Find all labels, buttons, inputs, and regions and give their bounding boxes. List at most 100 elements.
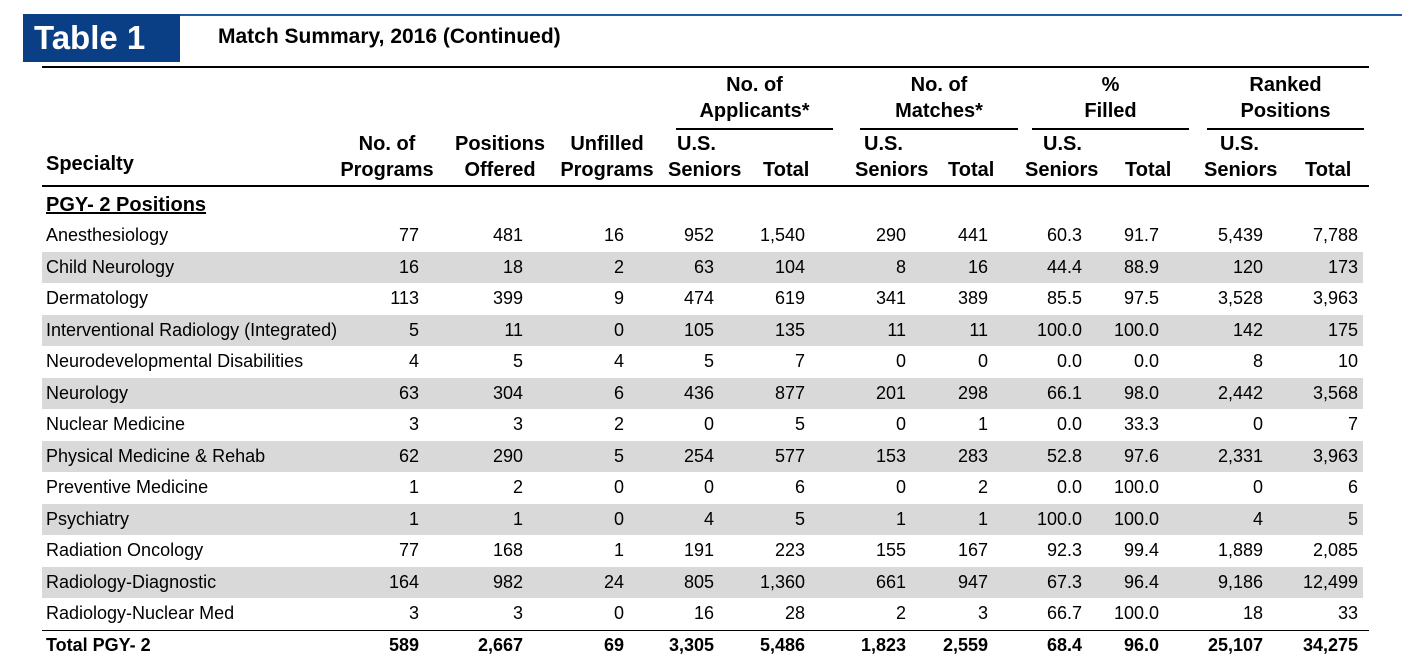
specialty-name: Radiology-Nuclear Med: [46, 603, 235, 623]
cell-matches-total: 441: [957, 225, 988, 245]
cell-matches-us-seniors: 341: [875, 288, 906, 308]
cell-positions-offered: 1: [512, 509, 523, 529]
cell-applicants-total: 577: [774, 446, 805, 466]
specialty-name: Neurology: [46, 383, 129, 403]
specialty-name: Child Neurology: [46, 257, 175, 277]
specialty-name: Anesthesiology: [46, 225, 169, 245]
cell-programs: 5: [408, 320, 419, 340]
table-row: Anesthesiology 77 481 16 952 1,540 290 441 60.3 9…: [42, 220, 1363, 251]
cell-matches-total: 1: [977, 509, 988, 529]
table-badge: Table 1: [23, 14, 180, 62]
section-label: PGY- 2 Positions: [46, 194, 207, 216]
cell-filled-us-seniors: 66.1: [1046, 383, 1082, 403]
cell-programs: 63: [398, 383, 419, 403]
cell-filled-total: 100.0: [1113, 509, 1159, 529]
cell-unfilled-programs: 9: [613, 288, 624, 308]
cell-ranked-total: 10: [1337, 351, 1358, 371]
specialty-name: Neurodevelopmental Disabilities: [46, 351, 304, 371]
cell-matches-total: 0: [977, 351, 988, 371]
cell-matches-us-seniors: 1,823: [860, 635, 906, 655]
cell-filled-total: 96.0: [1123, 635, 1159, 655]
cell-filled-us-seniors: 100.0: [1036, 509, 1082, 529]
filled-group-rule: [1032, 128, 1189, 130]
cell-ranked-us-seniors: 18: [1242, 603, 1263, 623]
cell-positions-offered: 290: [492, 446, 523, 466]
cell-matches-us-seniors: 290: [875, 225, 906, 245]
header-ranked-us-seniors: U.S. Seniors: [1204, 133, 1278, 181]
page-title: Match Summary, 2016 (Continued): [218, 25, 561, 48]
header-ranked-group: Ranked Positions: [1240, 74, 1331, 122]
cell-matches-us-seniors: 153: [875, 446, 906, 466]
cell-programs: 1: [408, 477, 419, 497]
cell-programs: 77: [398, 540, 419, 560]
cell-positions-offered: 3: [512, 414, 523, 434]
cell-positions-offered: 168: [492, 540, 523, 560]
specialty-name: Radiology-Diagnostic: [46, 572, 217, 592]
cell-applicants-total: 619: [774, 288, 805, 308]
cell-applicants-us-seniors: 4: [703, 509, 714, 529]
table-row: Radiation Oncology 77 168 1 191 223 155 167 92.3…: [42, 535, 1363, 566]
cell-matches-total: 2,559: [942, 635, 988, 655]
cell-matches-total: 167: [957, 540, 988, 560]
table-row: Psychiatry 1 1 0 4 5 1 1 100.0 100.0 4 5: [42, 504, 1363, 535]
header-matches-group: No. of Matches*: [895, 74, 983, 122]
header-applicants-group: No. of Applicants*: [699, 74, 810, 122]
header-unfilled-programs: Unfilled Programs: [560, 133, 654, 181]
cell-filled-us-seniors: 0.0: [1056, 414, 1082, 434]
specialty-name: Dermatology: [46, 288, 149, 308]
table-row: Radiology-Nuclear Med 3 3 0 16 28 2 3 66.7 100.0 1…: [42, 598, 1363, 629]
header-bottom-rule: [42, 185, 1369, 187]
cell-matches-us-seniors: 1: [895, 509, 906, 529]
cell-ranked-total: 3,568: [1312, 383, 1358, 403]
cell-ranked-us-seniors: 5,439: [1217, 225, 1263, 245]
specialty-name: Preventive Medicine: [46, 477, 209, 497]
cell-unfilled-programs: 0: [613, 603, 624, 623]
specialty-name: Interventional Radiology (Integrated): [46, 320, 338, 340]
cell-unfilled-programs: 2: [613, 414, 624, 434]
cell-programs: 62: [398, 446, 419, 466]
cell-applicants-us-seniors: 3,305: [668, 635, 714, 655]
cell-filled-total: 33.3: [1123, 414, 1159, 434]
cell-filled-us-seniors: 100.0: [1036, 320, 1082, 340]
cell-matches-total: 3: [977, 603, 988, 623]
cell-applicants-total: 1,540: [759, 225, 805, 245]
cell-programs: 3: [408, 414, 419, 434]
cell-ranked-us-seniors: 120: [1232, 257, 1263, 277]
cell-applicants-total: 877: [774, 383, 805, 403]
cell-applicants-total: 7: [794, 351, 805, 371]
cell-filled-total: 96.4: [1123, 572, 1159, 592]
cell-unfilled-programs: 24: [603, 572, 624, 592]
cell-matches-total: 283: [957, 446, 988, 466]
cell-filled-us-seniors: 66.7: [1046, 603, 1082, 623]
cell-positions-offered: 3: [512, 603, 523, 623]
header-filled-total: Total: [1125, 159, 1172, 181]
cell-filled-total: 98.0: [1123, 383, 1159, 403]
cell-ranked-total: 7,788: [1312, 225, 1358, 245]
header-filled-us-seniors: U.S. Seniors: [1025, 133, 1099, 181]
cell-filled-total: 100.0: [1113, 477, 1159, 497]
cell-applicants-total: 5,486: [759, 635, 805, 655]
cell-applicants-us-seniors: 191: [683, 540, 714, 560]
cell-matches-us-seniors: 661: [875, 572, 906, 592]
cell-ranked-total: 6: [1347, 477, 1358, 497]
cell-matches-us-seniors: 201: [875, 383, 906, 403]
cell-filled-us-seniors: 85.5: [1046, 288, 1082, 308]
specialty-name: Total PGY- 2: [46, 635, 151, 655]
header-applicants-us-seniors: U.S. Seniors: [668, 133, 742, 181]
table-row: Child Neurology 16 18 2 63 104 8 16 44.4 88.9 120 1…: [42, 252, 1363, 283]
cell-unfilled-programs: 0: [613, 477, 624, 497]
cell-applicants-total: 104: [774, 257, 805, 277]
table-top-rule: [42, 66, 1369, 68]
cell-applicants-total: 28: [784, 603, 805, 623]
table-row: Radiology-Diagnostic 164 982 24 805 1,360 661 9…: [42, 567, 1363, 598]
cell-positions-offered: 2: [512, 477, 523, 497]
cell-unfilled-programs: 16: [603, 225, 624, 245]
total-row: Total PGY- 2 589 2,667 69 3,305 5,486 1,823 2,5…: [42, 630, 1363, 661]
cell-applicants-total: 5: [794, 509, 805, 529]
table-row: Dermatology 113 399 9 474 619 341 389 85.5 97.5 3,…: [42, 283, 1363, 314]
cell-ranked-total: 3,963: [1312, 446, 1358, 466]
cell-applicants-total: 223: [774, 540, 805, 560]
cell-ranked-us-seniors: 3,528: [1217, 288, 1263, 308]
specialty-name: Radiation Oncology: [46, 540, 204, 560]
cell-applicants-us-seniors: 0: [703, 477, 714, 497]
